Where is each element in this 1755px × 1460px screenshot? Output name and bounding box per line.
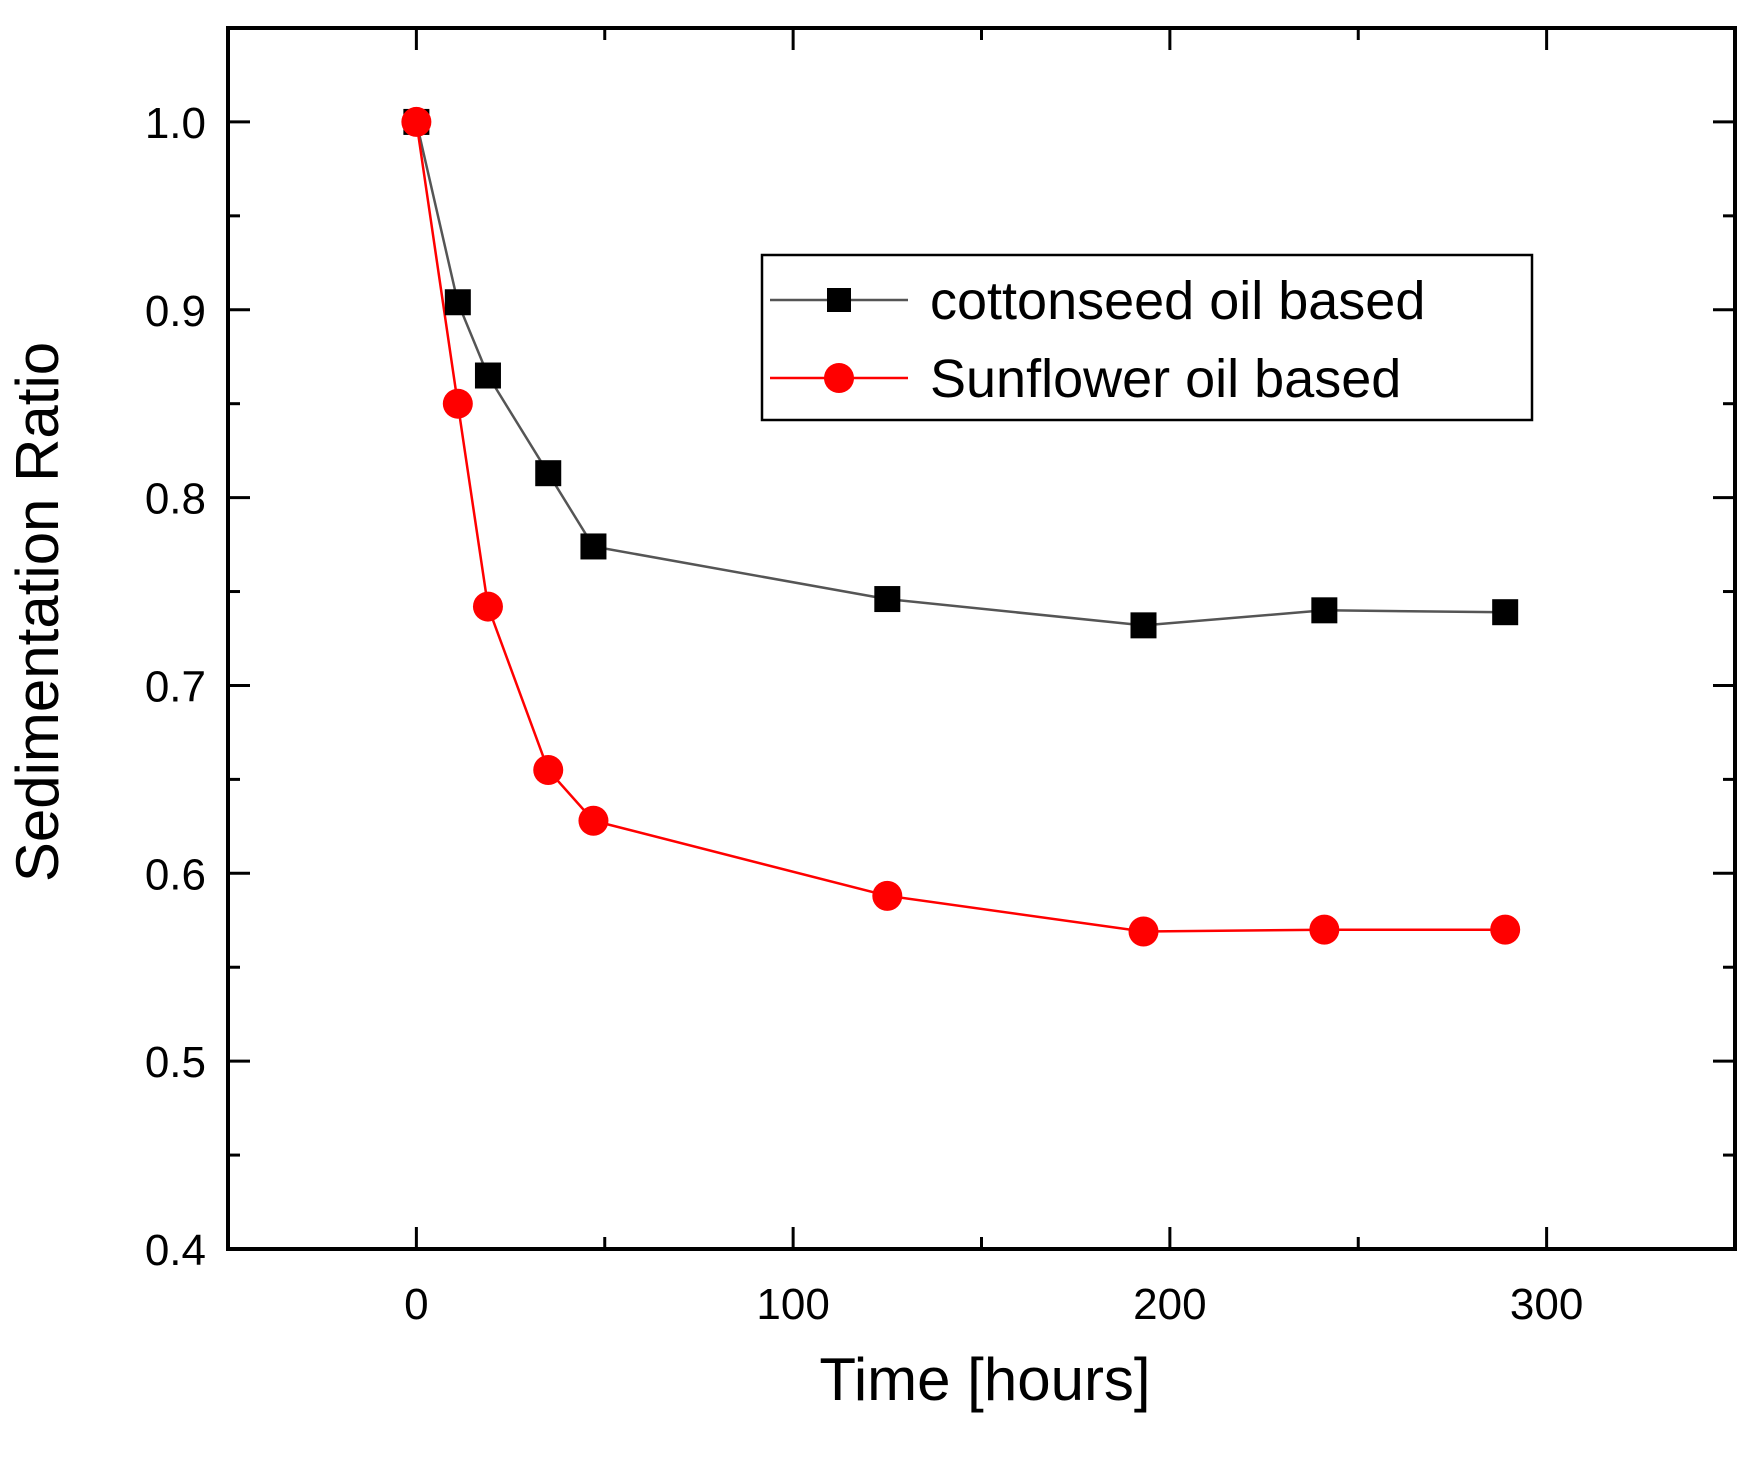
tick-layer	[228, 28, 1735, 1249]
cottonseed-data-point	[535, 460, 562, 487]
series-lines-layer	[415, 121, 1506, 933]
y-tick-label: 0.4	[145, 1226, 206, 1275]
sunflower-data-point	[872, 880, 903, 911]
sunflower-data-point	[1128, 916, 1159, 947]
sunflower-data-point	[578, 805, 609, 836]
legend-label-cottonseed: cottonseed oil based	[930, 271, 1425, 331]
legend: cottonseed oil based Sunflower oil based	[760, 253, 1534, 422]
x-tick-label: 100	[756, 1280, 829, 1329]
y-tick-label: 0.7	[145, 662, 206, 711]
legend-label-sunflower: Sunflower oil based	[930, 349, 1401, 409]
x-tick-label: 300	[1510, 1280, 1583, 1329]
tick-label-layer: 0 100 200 300 0.4 0.5 0.6 0.7 0.8 0.9 1.0	[145, 99, 1584, 1329]
x-tick-label: 200	[1133, 1280, 1206, 1329]
cottonseed-data-point	[1130, 612, 1157, 639]
y-tick-label: 0.8	[145, 475, 206, 524]
y-tick-label: 0.5	[145, 1038, 206, 1087]
cottonseed-data-point	[580, 533, 607, 560]
sunflower-data-point	[472, 591, 503, 622]
cottonseed-data-point	[444, 289, 471, 316]
cottonseed-data-point	[1492, 599, 1519, 626]
series-line-sunflower	[415, 121, 1506, 933]
sunflower-data-point	[442, 388, 473, 419]
sunflower-data-point	[1309, 914, 1340, 945]
series-markers-layer	[401, 106, 1521, 947]
x-tick-label: 0	[404, 1280, 428, 1329]
sunflower-data-point	[1490, 914, 1521, 945]
plot-frame	[226, 26, 1737, 1251]
y-tick-label: 1.0	[145, 99, 206, 148]
y-tick-label: 0.9	[145, 287, 206, 336]
sunflower-data-point	[401, 106, 432, 137]
y-tick-label: 0.6	[145, 850, 206, 899]
legend-box	[760, 253, 1534, 422]
legend-marker-sunflower	[824, 363, 854, 393]
cottonseed-data-point	[874, 586, 901, 613]
legend-marker-cottonseed	[827, 288, 851, 312]
y-axis-title: Sedimentation Ratio	[4, 342, 71, 882]
cottonseed-data-point	[474, 362, 501, 389]
x-axis-title: Time [hours]	[819, 1346, 1150, 1413]
cottonseed-data-point	[1311, 597, 1338, 624]
sunflower-data-point	[533, 754, 564, 785]
